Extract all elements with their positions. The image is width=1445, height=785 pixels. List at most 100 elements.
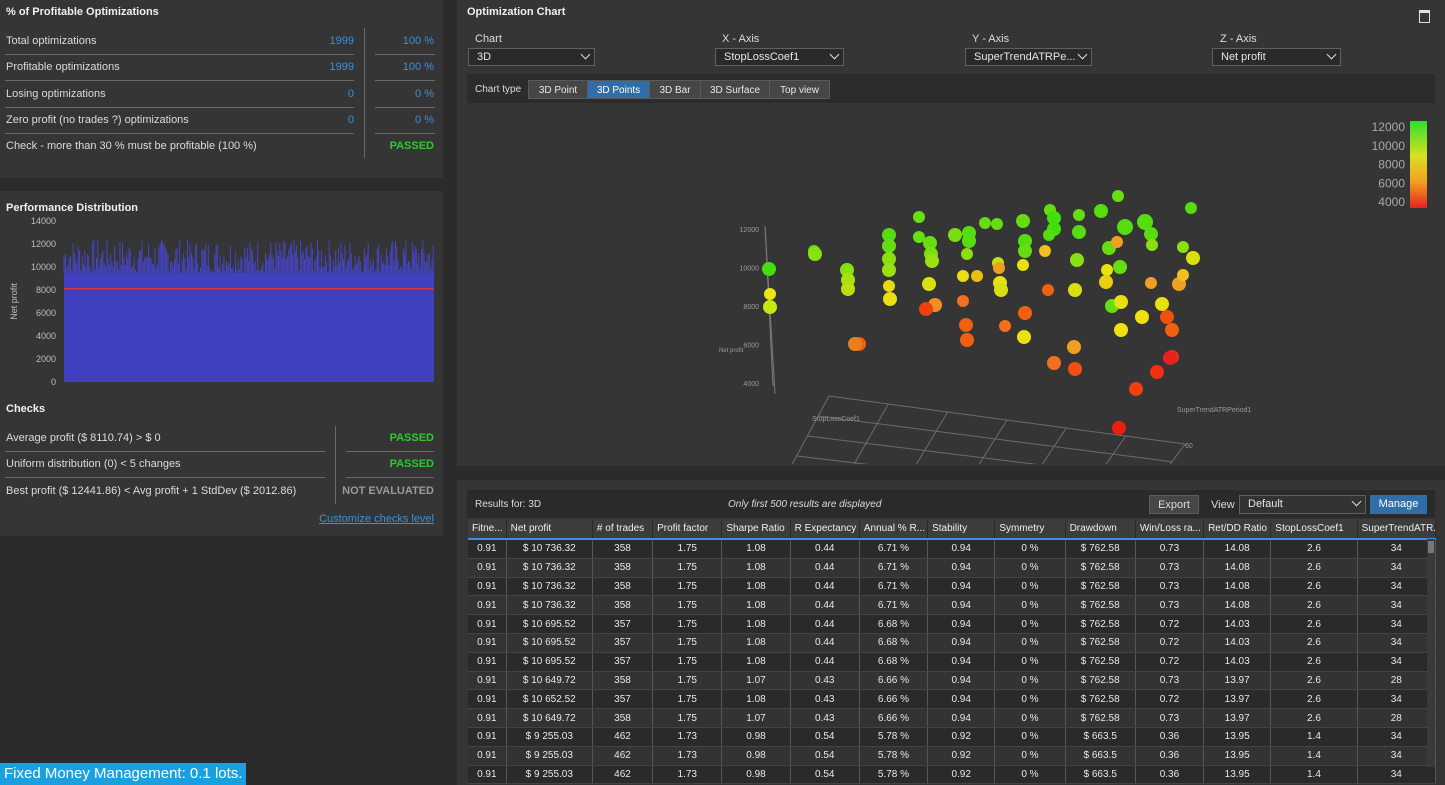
scatter-point[interactable] xyxy=(922,277,936,291)
scatter-point[interactable] xyxy=(962,234,976,248)
table-row[interactable]: 0.91 $ 10 652.52 357 1.75 1.08 0.43 6.66 % 0.94… xyxy=(468,689,1437,710)
scatter-point[interactable] xyxy=(1165,323,1179,337)
scatter-point[interactable] xyxy=(1043,229,1055,241)
column-header[interactable]: SuperTrendATR... xyxy=(1357,519,1437,540)
scatter-point[interactable] xyxy=(1111,236,1123,248)
scatter-point[interactable] xyxy=(848,337,862,351)
chart-type-3d-surface[interactable]: 3D Surface xyxy=(700,80,770,99)
scatter-point[interactable] xyxy=(1112,421,1126,435)
scatter-point[interactable] xyxy=(913,231,925,243)
export-button[interactable]: Export xyxy=(1149,495,1199,514)
chart-type-3d-point[interactable]: 3D Point xyxy=(528,80,588,99)
scatter-point[interactable] xyxy=(1160,310,1174,324)
scatter-point[interactable] xyxy=(882,228,896,242)
table-row[interactable]: 0.91 $ 10 649.72 358 1.75 1.07 0.43 6.66 % 0.94… xyxy=(468,708,1437,728)
scatter-point[interactable] xyxy=(1112,190,1124,202)
column-header[interactable]: Win/Loss ra... xyxy=(1135,519,1205,540)
scatter-point[interactable] xyxy=(1135,310,1149,324)
scatter-point[interactable] xyxy=(919,302,933,316)
scatter-point[interactable] xyxy=(1018,244,1032,258)
scatter-3d-plot[interactable]: 12000 10000 8000 6000 4000 12000 10000 8000 6000… xyxy=(457,104,1445,464)
scatter-point[interactable] xyxy=(883,292,897,306)
scatter-point[interactable] xyxy=(1145,277,1157,289)
scatter-point[interactable] xyxy=(1117,219,1133,235)
scatter-point[interactable] xyxy=(808,247,822,261)
view-select[interactable]: Default xyxy=(1239,495,1366,514)
maximize-icon[interactable] xyxy=(1419,10,1430,23)
scatter-point[interactable] xyxy=(923,236,937,250)
scatter-point[interactable] xyxy=(1155,297,1169,311)
scatter-point[interactable] xyxy=(948,228,962,242)
scatter-point[interactable] xyxy=(1101,264,1113,276)
scatter-point[interactable] xyxy=(841,282,855,296)
column-header[interactable]: Net profit xyxy=(506,519,593,540)
column-header[interactable]: R Expectancy xyxy=(790,519,860,540)
scatter-point[interactable] xyxy=(925,254,939,268)
scatter-point[interactable] xyxy=(957,295,969,307)
scatter-point[interactable] xyxy=(1144,227,1158,241)
table-row[interactable]: 0.91 $ 10 695.52 357 1.75 1.08 0.44 6.68 % 0.94… xyxy=(468,633,1437,653)
column-header[interactable]: Sharpe Ratio xyxy=(721,519,791,540)
scatter-point[interactable] xyxy=(1016,214,1030,228)
scatter-point[interactable] xyxy=(1017,330,1031,344)
x-axis-select[interactable]: StopLossCoef1 xyxy=(715,48,844,66)
column-header[interactable]: Fitne... xyxy=(468,519,507,540)
scatter-point[interactable] xyxy=(1067,340,1081,354)
y-axis-select[interactable]: SuperTrendATRPe... xyxy=(965,48,1092,66)
scatter-point[interactable] xyxy=(883,280,895,292)
scatter-point[interactable] xyxy=(999,320,1011,332)
scatter-point[interactable] xyxy=(882,252,896,266)
table-row[interactable]: 0.91 $ 10 649.72 358 1.75 1.07 0.43 6.66 % 0.94… xyxy=(468,671,1437,691)
results-scrollbar[interactable] xyxy=(1427,539,1435,767)
table-row[interactable]: 0.91 $ 9 255.03 462 1.73 0.98 0.54 5.78 % 0.92 0… xyxy=(468,727,1437,747)
customize-checks-link[interactable]: Customize checks level xyxy=(319,513,434,525)
scatter-point[interactable] xyxy=(1073,209,1085,221)
scatter-point[interactable] xyxy=(1186,251,1200,265)
scatter-point[interactable] xyxy=(1047,356,1061,370)
scatter-point[interactable] xyxy=(1039,245,1051,257)
scatter-point[interactable] xyxy=(1185,202,1197,214)
scatter-point[interactable] xyxy=(1072,225,1086,239)
manage-button[interactable]: Manage xyxy=(1370,495,1427,514)
scatter-point[interactable] xyxy=(994,283,1008,297)
scatter-point[interactable] xyxy=(1070,253,1084,267)
scatter-point[interactable] xyxy=(960,333,974,347)
table-row[interactable]: 0.91 $ 9 255.03 462 1.73 0.98 0.54 5.78 % 0.92 0… xyxy=(468,746,1437,766)
scatter-point[interactable] xyxy=(1113,260,1127,274)
scatter-point[interactable] xyxy=(1177,269,1189,281)
scatter-point[interactable] xyxy=(1018,234,1032,248)
scrollbar-thumb[interactable] xyxy=(1428,541,1434,553)
scatter-point[interactable] xyxy=(1137,214,1153,230)
scatter-point[interactable] xyxy=(1150,365,1164,379)
scatter-point[interactable] xyxy=(1114,323,1128,337)
chart-type-3d-points[interactable]: 3D Points xyxy=(587,80,650,99)
scatter-point[interactable] xyxy=(1177,241,1189,253)
table-row[interactable]: 0.91 $ 10 736.32 358 1.75 1.08 0.44 6.71 % 0.94… xyxy=(468,539,1437,559)
scatter-point[interactable] xyxy=(1018,306,1032,320)
scatter-point[interactable] xyxy=(763,300,777,314)
column-header[interactable]: Profit factor xyxy=(652,519,723,540)
scatter-point[interactable] xyxy=(957,270,969,282)
scatter-point[interactable] xyxy=(882,263,896,277)
table-row[interactable]: 0.91 $ 10 736.32 358 1.75 1.08 0.44 6.71 % 0.94… xyxy=(468,577,1437,597)
scatter-point[interactable] xyxy=(991,218,1003,230)
scatter-point[interactable] xyxy=(764,288,776,300)
scatter-point[interactable] xyxy=(913,211,925,223)
scatter-point[interactable] xyxy=(882,239,896,253)
scatter-point[interactable] xyxy=(1068,362,1082,376)
table-row[interactable]: 0.91 $ 10 695.52 357 1.75 1.08 0.44 6.68 % 0.94… xyxy=(468,652,1437,672)
chart-select[interactable]: 3D xyxy=(468,48,595,66)
chart-type-3d-bar[interactable]: 3D Bar xyxy=(649,80,701,99)
table-row[interactable]: 0.91 $ 10 736.32 358 1.75 1.08 0.44 6.71 % 0.94… xyxy=(468,595,1437,616)
scatter-point[interactable] xyxy=(1129,382,1143,396)
scatter-point[interactable] xyxy=(971,270,983,282)
scatter-point[interactable] xyxy=(959,318,973,332)
table-row[interactable]: 0.91 $ 9 255.03 462 1.73 0.98 0.54 5.78 % 0.92 0… xyxy=(468,765,1437,785)
scatter-point[interactable] xyxy=(993,262,1005,274)
scatter-point[interactable] xyxy=(1094,204,1108,218)
scatter-point[interactable] xyxy=(1163,351,1177,365)
scatter-point[interactable] xyxy=(1099,275,1113,289)
chart-type-top-view[interactable]: Top view xyxy=(769,80,830,99)
scatter-point[interactable] xyxy=(1068,283,1082,297)
column-header[interactable]: # of trades xyxy=(592,519,654,540)
